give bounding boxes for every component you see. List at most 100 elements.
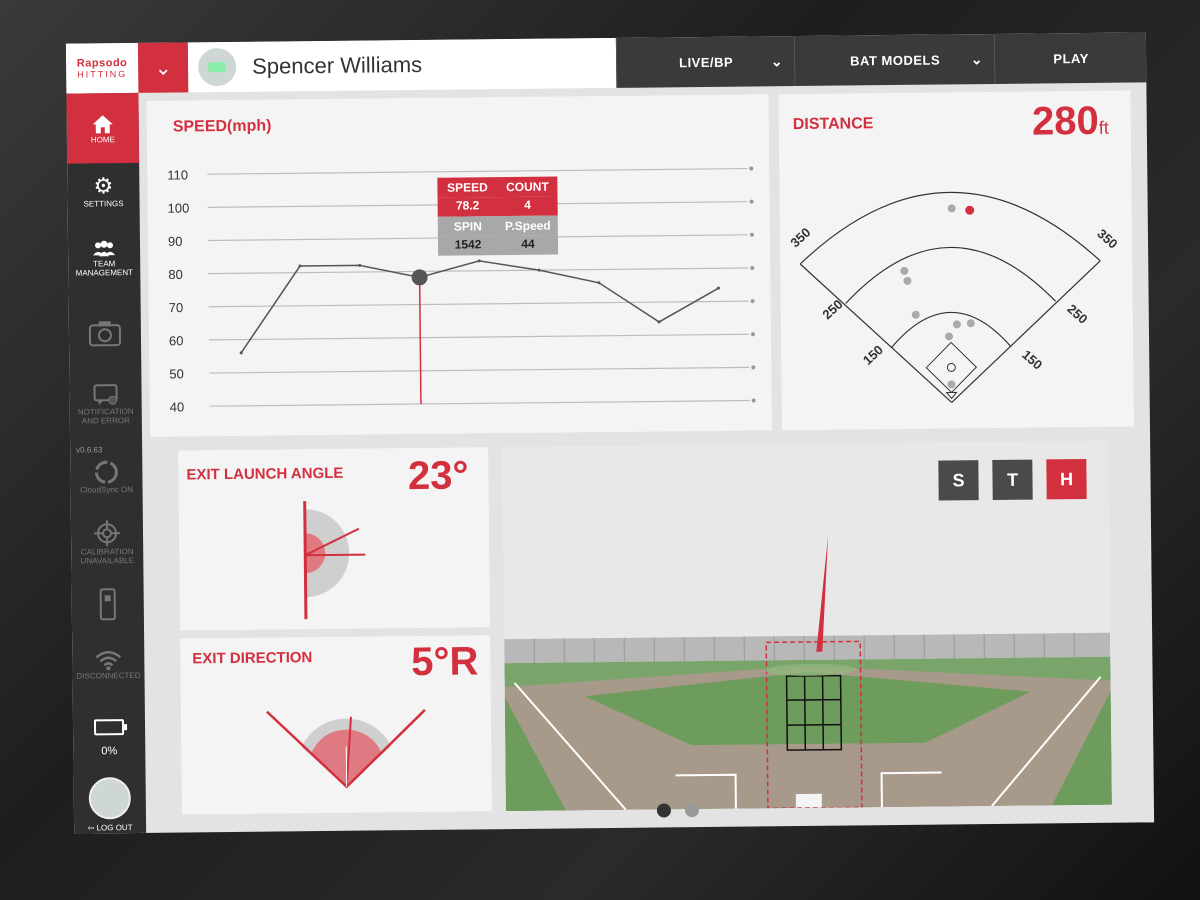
- field-view-panel: S T H: [502, 440, 1112, 812]
- arc-150: [890, 311, 1012, 349]
- notification-icon: [93, 384, 118, 406]
- sidebar-item-logout[interactable]: ⇦ LOG OUT: [74, 777, 147, 834]
- tab-side-view[interactable]: S: [938, 460, 979, 501]
- sidebar-item-device[interactable]: [72, 587, 144, 628]
- tooltip-spin-value: 1542: [454, 237, 482, 252]
- camera-icon: [88, 321, 122, 347]
- user-header: Spencer Williams: [187, 37, 617, 93]
- sidebar-item-settings[interactable]: ⚙ SETTINGS: [67, 173, 140, 224]
- speed-point[interactable]: [298, 264, 302, 268]
- team-icon: [93, 240, 116, 257]
- hit-dot: [945, 332, 954, 341]
- sidebar-item-home[interactable]: HOME: [66, 92, 140, 164]
- sidebar-item-team[interactable]: TEAM MANAGEMENT: [68, 239, 141, 296]
- play-button[interactable]: PLAY: [993, 32, 1148, 84]
- sidebar: HOME ⚙ SETTINGS TEAM MANAGEMENT NOTIFICA…: [66, 92, 147, 834]
- exit-direction-gauge: [266, 709, 426, 789]
- mode-dropdown[interactable]: LIVE/BP ⌄: [615, 36, 796, 88]
- crosshair-icon: [94, 520, 121, 547]
- hit-dot: [952, 320, 961, 329]
- distance-label-350-left: 350: [787, 225, 813, 251]
- sidebar-item-label: DISCONNECTED: [76, 670, 141, 681]
- y-tick-label: 100: [168, 201, 190, 216]
- logout-label: ⇦ LOG OUT: [87, 823, 133, 833]
- mode-label: LIVE/BP: [678, 54, 734, 70]
- launch-angle-panel: EXIT LAUNCH ANGLE 23°: [178, 447, 491, 631]
- y-tick-label: 40: [170, 399, 185, 414]
- sidebar-item-camera[interactable]: [69, 319, 141, 360]
- tooltip-speed-value: 78.2: [455, 198, 480, 213]
- grid-end-dot: [751, 398, 756, 403]
- grid-line: [207, 167, 748, 175]
- sidebar-item-label: CloudSync ON: [80, 484, 134, 495]
- sync-icon: [94, 460, 118, 484]
- sidebar-item-calibration[interactable]: CALIBRATION UNAVAILABLE: [71, 519, 144, 576]
- distance-label-250-right: 250: [1064, 301, 1090, 327]
- hit-dot: [903, 276, 912, 285]
- home-icon: [92, 114, 113, 133]
- page-indicator: [656, 803, 700, 818]
- grid-end-dot: [751, 365, 756, 370]
- selected-speed-point[interactable]: [411, 269, 428, 286]
- speed-point[interactable]: [597, 281, 601, 285]
- grid-line: [209, 399, 750, 407]
- grid-end-dot: [749, 232, 754, 237]
- grid-line: [209, 366, 750, 374]
- bat-models-dropdown[interactable]: BAT MODELS ⌄: [793, 33, 996, 87]
- battery-percent: 0%: [101, 745, 118, 758]
- sidebar-item-notification[interactable]: NOTIFICATION AND ERROR: [69, 383, 142, 440]
- sidebar-item-label: HOME: [90, 134, 115, 144]
- grid-end-dot: [750, 332, 755, 337]
- chevron-down-icon: ⌄: [154, 57, 172, 80]
- speed-point[interactable]: [716, 286, 720, 290]
- hit-dot: [947, 380, 956, 389]
- y-tick-label: 50: [169, 366, 184, 381]
- grid-end-dot: [750, 299, 755, 304]
- tooltip-speed-label: SPEED: [447, 180, 488, 195]
- gear-icon: ⚙: [93, 173, 114, 199]
- hit-dot: [947, 204, 956, 213]
- tooltip-count-label: COUNT: [506, 179, 549, 195]
- speed-point[interactable]: [477, 259, 481, 263]
- view-tabs: S T H: [938, 459, 1087, 501]
- tab-hitter-view[interactable]: H: [1046, 459, 1087, 500]
- arc-250: [845, 246, 1057, 304]
- sidebar-item-label: NOTIFICATION AND ERROR: [77, 406, 134, 426]
- speed-point[interactable]: [358, 263, 362, 267]
- page-dot-active[interactable]: [656, 803, 672, 818]
- speed-point[interactable]: [537, 268, 541, 272]
- logo-product: HITTING: [77, 69, 128, 80]
- user-name: Spencer Williams: [252, 51, 423, 79]
- speed-chart: 110 100 90 80 70 60 50 40: [167, 166, 756, 415]
- grid-line: [208, 300, 749, 308]
- bat-models-label: BAT MODELS: [850, 52, 941, 68]
- chevron-down-icon: ⌄: [970, 50, 984, 67]
- avatar: [88, 777, 132, 820]
- y-tick-label: 70: [169, 300, 184, 315]
- distance-label-350-right: 350: [1094, 226, 1120, 252]
- grid-line: [208, 267, 749, 275]
- avatar[interactable]: [197, 47, 237, 87]
- grid-end-dot: [750, 265, 755, 270]
- speed-point[interactable]: [657, 320, 661, 324]
- fence-350: [799, 191, 1101, 265]
- page-dot[interactable]: [684, 803, 700, 818]
- distance-panel: DISTANCE 280ft: [778, 90, 1134, 431]
- speed-panel: SPEED(mph) 110 100 90 80 70 60 50 40 SPEED COUNT…: [146, 94, 772, 437]
- grid-line: [208, 333, 749, 341]
- battery-status: 0%: [73, 719, 145, 764]
- wifi-icon: [95, 651, 122, 671]
- tab-top-view[interactable]: T: [992, 459, 1033, 500]
- speed-point[interactable]: [239, 351, 243, 355]
- chevron-down-icon: ⌄: [770, 52, 784, 69]
- app-screen: Rapsodo HITTING ⌄ Spencer Williams LIVE/…: [65, 32, 1155, 834]
- sidebar-item-wifi[interactable]: DISCONNECTED: [72, 649, 145, 700]
- hit-dot: [911, 310, 920, 319]
- foul-line-right: [951, 260, 1101, 403]
- sidebar-item-label: TEAM MANAGEMENT: [75, 259, 134, 278]
- infield-diamond: [925, 341, 978, 394]
- home-plate: [945, 391, 958, 400]
- y-tick-label: 90: [168, 234, 183, 249]
- sidebar-item-sync[interactable]: CloudSync ON: [70, 459, 143, 510]
- user-dropdown-button[interactable]: ⌄: [137, 42, 189, 93]
